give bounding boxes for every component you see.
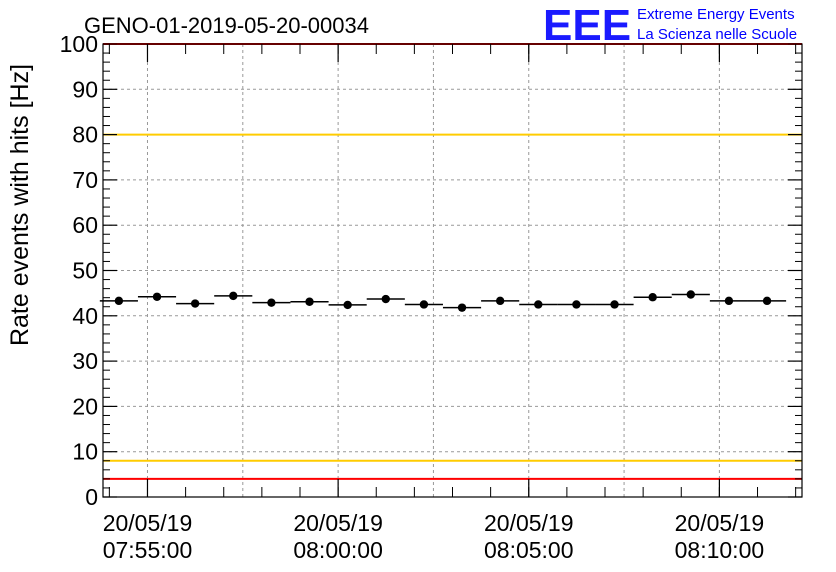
data-points: [99, 290, 787, 312]
y-tick-labels: 0 10 20 30 40 50 60 70 80 90 100: [60, 31, 98, 510]
y-tick-label: 70: [72, 167, 98, 193]
y-axis-label: Rate events with hits [Hz]: [6, 64, 34, 346]
y-tick-label: 40: [72, 303, 98, 329]
data-point: [305, 297, 314, 306]
y-tick-label: 50: [72, 258, 98, 284]
y-tick-label: 60: [72, 212, 98, 238]
x-tick-label-date: 20/05/19: [484, 510, 574, 536]
data-point: [686, 290, 695, 299]
data-point: [495, 296, 505, 306]
data-point: [381, 294, 390, 304]
data-point: [648, 293, 657, 302]
data-point: [762, 296, 772, 306]
x-tick-label-time: 08:00:00: [293, 537, 383, 563]
grid-lines: [103, 44, 802, 497]
axes: [102, 43, 803, 498]
eee-logo: EEE Extreme Energy Events La Scienza nel…: [543, 1, 797, 50]
x-tick-label-date: 20/05/19: [103, 510, 193, 536]
data-point: [610, 300, 619, 309]
y-tick-label: 10: [72, 439, 98, 465]
eee-logo-line1: Extreme Energy Events: [637, 6, 795, 23]
y-tick-label: 30: [72, 348, 98, 374]
data-point: [267, 298, 276, 307]
eee-logo-line2: La Scienza nelle Scuole: [637, 26, 797, 43]
y-tick-label: 100: [60, 31, 98, 57]
x-tick-label-date: 20/05/19: [675, 510, 765, 536]
data-point: [572, 300, 581, 309]
y-tick-label: 80: [72, 122, 98, 148]
data-point: [190, 299, 200, 308]
x-tick-label-time: 07:55:00: [103, 537, 193, 563]
y-tick-label: 0: [85, 484, 98, 510]
data-point: [152, 292, 162, 301]
x-tick-label-time: 08:10:00: [675, 537, 765, 563]
data-point: [419, 300, 429, 309]
data-point: [534, 300, 543, 309]
data-point: [229, 291, 238, 301]
reference-lines: [103, 43, 802, 480]
data-point: [724, 296, 734, 306]
data-point: [343, 300, 352, 310]
data-point: [114, 296, 124, 306]
data-point: [457, 303, 467, 312]
eee-logo-mark: EEE: [543, 1, 631, 50]
x-tick-labels: 20/05/1907:55:0020/05/1908:00:0020/05/19…: [103, 510, 764, 563]
x-tick-label-time: 08:05:00: [484, 537, 574, 563]
y-tick-label: 90: [72, 76, 98, 102]
x-tick-label-date: 20/05/19: [293, 510, 383, 536]
y-tick-label: 20: [72, 393, 98, 419]
chart-title: GENO-01-2019-05-20-00034: [84, 13, 369, 38]
